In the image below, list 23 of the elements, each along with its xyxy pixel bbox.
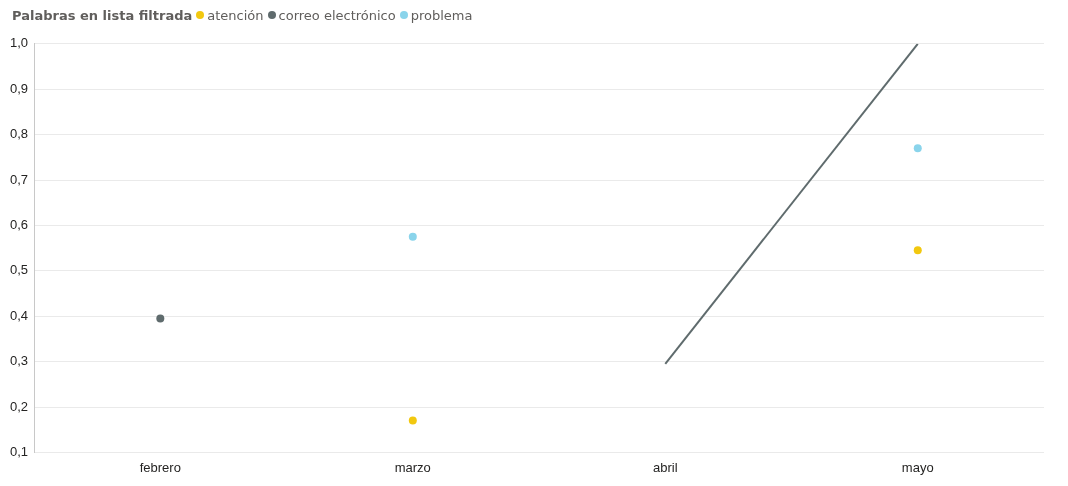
y-tick-label: 0,1 xyxy=(9,443,29,459)
point xyxy=(913,144,922,153)
y-tick-label: 0,9 xyxy=(9,80,29,96)
point xyxy=(913,246,922,255)
legend-label: correo electrónico xyxy=(277,7,396,23)
y-tick-label: 0,4 xyxy=(9,307,29,323)
point xyxy=(156,314,165,323)
legend-label: atención xyxy=(206,7,264,23)
y-tick-label: 1,0 xyxy=(9,35,29,51)
x-tick-label: febrero xyxy=(139,459,181,475)
legend-label: problema xyxy=(409,7,473,23)
y-tick-label: 0,3 xyxy=(9,353,29,369)
y-tick-label: 0,2 xyxy=(9,398,29,414)
x-tick-label: mayo xyxy=(901,459,934,475)
legend-title: Palabras en lista filtrada xyxy=(12,7,193,23)
x-tick-label: abril xyxy=(652,459,678,475)
y-tick-label: 0,6 xyxy=(9,216,29,232)
point xyxy=(408,232,417,241)
point xyxy=(408,416,417,425)
y-tick-label: 0,8 xyxy=(9,126,29,142)
y-tick-label: 0,7 xyxy=(9,171,29,187)
x-tick-label: marzo xyxy=(394,459,431,475)
y-tick-label: 0,5 xyxy=(9,262,29,278)
